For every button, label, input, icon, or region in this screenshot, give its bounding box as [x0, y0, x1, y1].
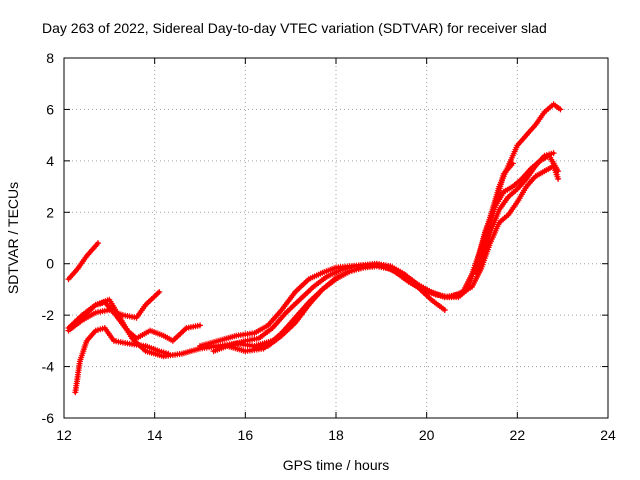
series-markers: [197, 260, 448, 349]
y-tick-label: -4: [42, 359, 55, 375]
y-tick-label: 8: [46, 50, 54, 66]
x-tick-label: 16: [238, 427, 254, 443]
series-markers: [65, 240, 101, 283]
y-axis-label: SDTVAR / TECUs: [5, 182, 21, 294]
series-markers: [251, 163, 562, 352]
x-axis-label: GPS time / hours: [283, 457, 390, 473]
y-tick-label: 0: [46, 256, 54, 272]
series-arc-4: [65, 299, 203, 344]
series-markers: [210, 101, 564, 355]
series-line: [212, 102, 563, 353]
data-series: [65, 101, 564, 396]
series-arc-1: [65, 240, 101, 283]
series-arc-7: [210, 101, 564, 355]
plot-frame: [63, 57, 609, 419]
x-tick-label: 18: [328, 427, 344, 443]
x-tick-label: 22: [510, 427, 526, 443]
x-tick-label: 24: [600, 427, 616, 443]
y-tick-label: -6: [42, 410, 55, 426]
y-tick-label: 2: [46, 204, 54, 220]
y-tick-label: -2: [42, 307, 55, 323]
series-arc-9: [251, 163, 562, 352]
grid-lines: [64, 58, 608, 418]
y-tick-label: 4: [46, 153, 54, 169]
x-tick-label: 20: [419, 427, 435, 443]
series-markers: [65, 299, 203, 344]
x-tick-label: 12: [56, 427, 72, 443]
x-tick-label: 14: [147, 427, 163, 443]
series-markers: [473, 160, 516, 277]
series-arc-11: [473, 160, 516, 277]
series-arc-6: [197, 260, 448, 349]
chart-title: Day 263 of 2022, Sidereal Day-to-day VTE…: [42, 20, 547, 36]
y-tick-label: 6: [46, 101, 54, 117]
